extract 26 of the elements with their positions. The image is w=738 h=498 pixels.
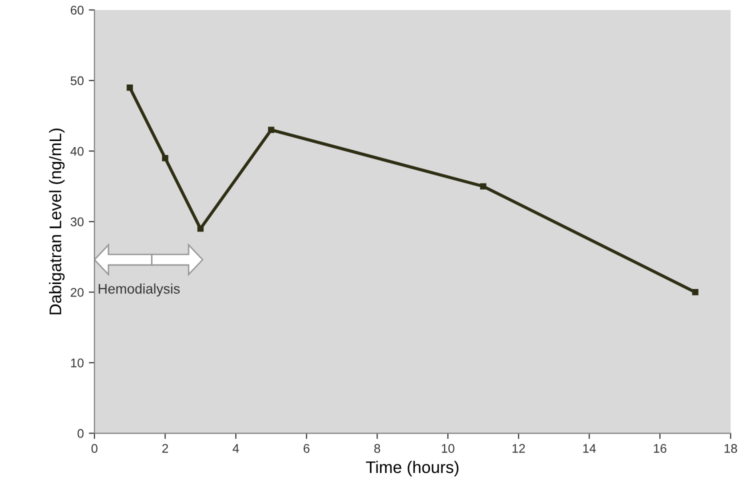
- point: [197, 226, 204, 232]
- y-tick-label: 40: [70, 146, 84, 156]
- y-tick-label: 30: [70, 217, 84, 226]
- x-tick-label: 8: [374, 444, 380, 453]
- point: [268, 126, 274, 134]
- x-tick-label: 2: [162, 444, 168, 453]
- point: [480, 183, 486, 190]
- annotation: Hemodialysis: [98, 284, 180, 296]
- x-tick-label: 14: [583, 444, 596, 453]
- x-tick-label: 6: [304, 444, 310, 453]
- y-tick-label: 10: [71, 358, 84, 368]
- x-tick-label: 10: [442, 444, 454, 453]
- point: [162, 154, 168, 162]
- point: [126, 84, 133, 91]
- x-tick-label: 12: [512, 444, 525, 453]
- x-tick-label: 16: [654, 444, 666, 453]
- y-axis-title: Dabigatran Level (ng/mL): [49, 128, 65, 314]
- x-tick-label: 4: [232, 444, 239, 453]
- y-tick-label: 50: [70, 76, 84, 86]
- y-tick-label: 20: [70, 288, 84, 297]
- y-tick-label: 60: [70, 6, 84, 15]
- x-tick-label: 0: [91, 444, 98, 453]
- x-axis-title: Time (hours): [366, 460, 458, 476]
- point: [692, 289, 698, 296]
- x-tick-label: 18: [724, 444, 738, 453]
- y-tick-label: 0: [78, 429, 84, 438]
